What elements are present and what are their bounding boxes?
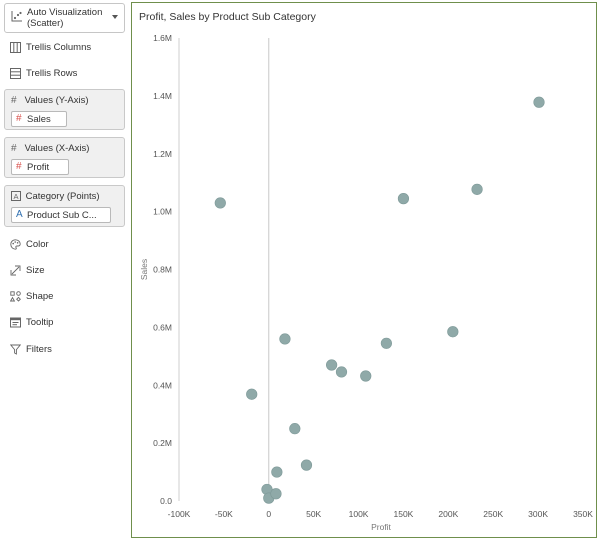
y-tick-label: 0.2M [153, 438, 172, 448]
x-axis-title: Profit [371, 522, 391, 532]
scatter-point[interactable] [397, 193, 410, 205]
scatter-point[interactable] [246, 388, 258, 400]
y-tick-label: 0.0 [160, 496, 172, 506]
trellis-rows-label: Trellis Rows [26, 68, 78, 79]
x-tick-label: -100K [168, 509, 191, 519]
values-y-axis-slot[interactable]: # Values (Y-Axis) # Sales [4, 89, 125, 130]
scatter-point[interactable] [380, 337, 392, 349]
scatter-point[interactable] [533, 96, 545, 108]
chart-canvas[interactable] [131, 2, 597, 538]
y-axis-title: Sales [139, 259, 149, 280]
scatter-point[interactable] [447, 326, 459, 338]
scatter-point[interactable] [300, 459, 313, 471]
viz-type-line2: (Scatter) [27, 18, 64, 29]
profit-pill-label: Profit [27, 162, 50, 173]
chart-title: Profit, Sales by Product Sub Category [139, 11, 316, 23]
hash-icon: # [11, 143, 17, 154]
attribute-icon: A [11, 191, 21, 201]
x-tick-label: 250K [483, 509, 503, 519]
x-tick-label: 350K [573, 509, 593, 519]
viz-type-selector[interactable]: Auto Visualization (Scatter) [4, 3, 125, 33]
scatter-point[interactable] [271, 466, 283, 478]
measure-hash-icon: # [16, 113, 22, 124]
color-label: Color [26, 239, 49, 250]
sales-pill[interactable]: # Sales [11, 111, 67, 127]
chevron-down-icon[interactable] [112, 15, 118, 19]
scatter-point[interactable] [289, 423, 301, 435]
x-tick-label: 50K [306, 509, 321, 519]
product-sub-category-pill[interactable]: A Product Sub C... [11, 207, 111, 223]
scatter-point[interactable] [270, 488, 282, 500]
shapes-icon [10, 291, 21, 302]
hash-icon: # [11, 95, 17, 106]
trellis-columns-label: Trellis Columns [26, 42, 92, 53]
scatter-chart-icon [11, 11, 22, 22]
sales-pill-label: Sales [27, 114, 51, 125]
values-x-axis-slot[interactable]: # Values (X-Axis) # Profit [4, 137, 125, 178]
filter-icon [10, 344, 21, 355]
category-points-slot[interactable]: A Category (Points) A Product Sub C... [4, 185, 125, 227]
values-x-axis-label: Values (X-Axis) [24, 143, 90, 154]
trellis-rows-icon [10, 68, 21, 79]
values-y-axis-header: # Values (Y-Axis) [11, 95, 89, 106]
values-x-axis-header: # Values (X-Axis) [11, 143, 89, 154]
grammar-panel: Auto Visualization (Scatter) Trellis Col… [0, 0, 130, 541]
scatter-point[interactable] [279, 333, 291, 345]
category-points-label: Category (Points) [25, 191, 100, 202]
scatter-point[interactable] [471, 183, 483, 195]
palette-icon [10, 239, 21, 250]
scatter-point[interactable] [326, 359, 338, 371]
product-sub-category-pill-label: Product Sub C... [27, 210, 97, 221]
tooltip-icon [10, 317, 21, 328]
viz-type-line1: Auto Visualization [27, 7, 103, 18]
resize-icon [10, 265, 21, 276]
viz-type-label: Auto Visualization (Scatter) [27, 7, 111, 29]
y-tick-label: 0.8M [153, 265, 172, 275]
scatter-point[interactable] [335, 366, 348, 378]
values-y-axis-label: Values (Y-Axis) [24, 95, 89, 106]
y-tick-label: 1.2M [153, 149, 172, 159]
tooltip-label: Tooltip [26, 317, 54, 328]
x-tick-label: 200K [438, 509, 458, 519]
measure-hash-icon: # [16, 161, 22, 172]
x-tick-label: 0 [266, 509, 271, 519]
attribute-a-icon: A [16, 209, 23, 220]
category-points-header: A Category (Points) [11, 191, 100, 202]
scatter-point[interactable] [214, 197, 226, 209]
scatter-point[interactable] [360, 370, 372, 382]
profit-pill[interactable]: # Profit [11, 159, 69, 175]
y-tick-label: 1.6M [153, 33, 172, 43]
y-tick-label: 1.4M [153, 91, 172, 101]
x-tick-label: 150K [394, 509, 414, 519]
x-tick-label: 300K [528, 509, 548, 519]
trellis-columns-icon [10, 42, 21, 53]
x-tick-label: 100K [349, 509, 369, 519]
y-tick-label: 0.6M [153, 322, 172, 332]
y-tick-label: 1.0M [153, 207, 172, 217]
x-tick-label: -50K [215, 509, 233, 519]
size-label: Size [26, 265, 45, 276]
filters-label: Filters [26, 344, 52, 355]
svg-text:A: A [13, 192, 18, 201]
y-tick-label: 0.4M [153, 380, 172, 390]
shape-label: Shape [26, 291, 54, 302]
